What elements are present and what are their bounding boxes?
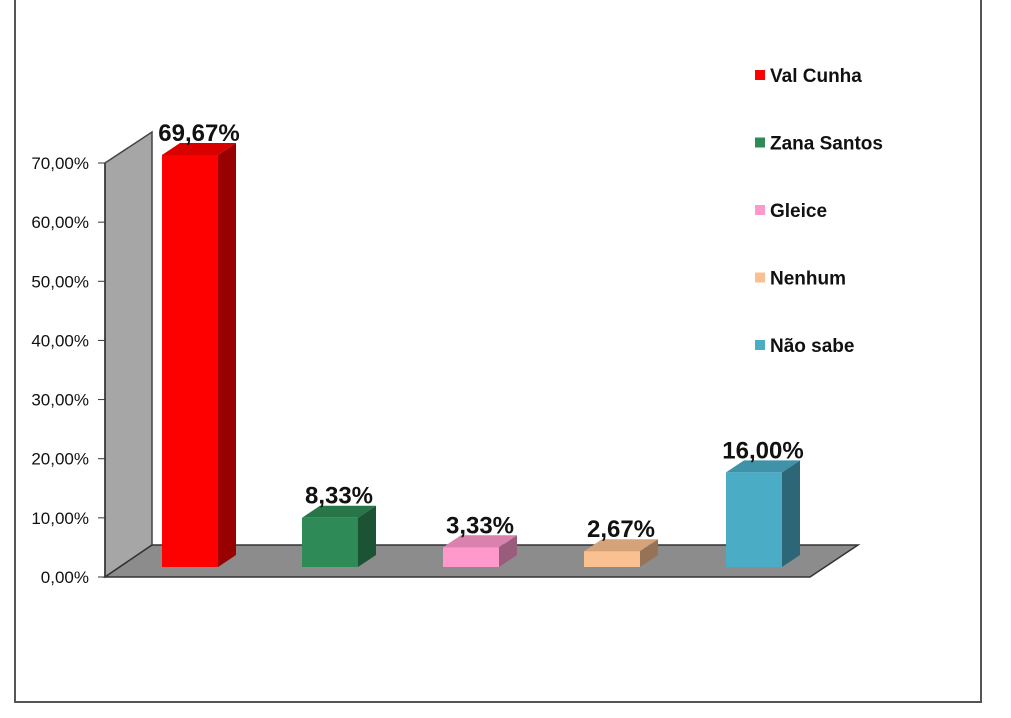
bar-gleice [443, 535, 517, 567]
legend-label: Zana Santos [770, 134, 883, 155]
bar-top-face [584, 539, 658, 552]
bar-data-label: 69,67% [158, 120, 239, 147]
bar-data-label: 8,33% [305, 483, 373, 510]
legend-label: Gleice [770, 201, 827, 222]
y-tick-label: 30,00% [31, 391, 89, 410]
legend-swatch [755, 272, 765, 283]
legend-label: Nenhum [770, 269, 846, 290]
bar-front-face [302, 517, 358, 567]
bar-data-label: 3,33% [446, 512, 514, 539]
bar-top-face [302, 505, 376, 518]
legend-swatch [755, 137, 765, 148]
bar-nenhum [584, 539, 658, 567]
bar-data-label: 16,00% [722, 437, 803, 464]
y-axis-ticks: 0,00% 10,00% 20,00% 30,00% 40,00% 50,00% 60,00… [31, 154, 105, 587]
y-tick-label: 40,00% [31, 331, 89, 350]
y-tick-label: 0,00% [41, 568, 89, 587]
bar-side-face [358, 505, 376, 567]
y-tick-label: 50,00% [31, 272, 89, 291]
legend-swatch [755, 70, 765, 80]
bar-val-cunha [162, 142, 236, 567]
bar-top-face [726, 460, 800, 473]
y-tick-label: 60,00% [31, 213, 89, 232]
legend: Val Cunha Zana Santos Gleice Nenhum Não sabe [755, 66, 883, 357]
data-labels: 69,67% 8,33% 3,33% 2,67% 16,00% [158, 120, 803, 543]
y-tick-label: 70,00% [31, 154, 89, 173]
bar-data-label: 2,67% [587, 516, 655, 543]
bar-top-face [162, 142, 236, 155]
bar-side-face [218, 142, 236, 567]
bar-front-face [162, 154, 218, 567]
legend-label: Val Cunha [770, 66, 862, 87]
bar-front-face [443, 547, 499, 567]
legend-swatch [755, 205, 765, 215]
bar-front-face [726, 472, 782, 567]
legend-swatch [755, 340, 765, 350]
bar-top-face [443, 535, 517, 548]
y-tick-label: 20,00% [31, 450, 89, 469]
y-tick-label: 10,00% [31, 509, 89, 528]
bar-side-face [640, 539, 658, 567]
bar-side-face [499, 535, 517, 567]
chart-back-wall [104, 130, 153, 579]
bar-front-face [584, 551, 640, 567]
bars [162, 142, 800, 567]
legend-label: Não sabe [770, 336, 854, 357]
bar-side-face [782, 460, 800, 567]
bar-n-o-sabe [726, 460, 800, 567]
bar-zana-santos [302, 505, 376, 567]
